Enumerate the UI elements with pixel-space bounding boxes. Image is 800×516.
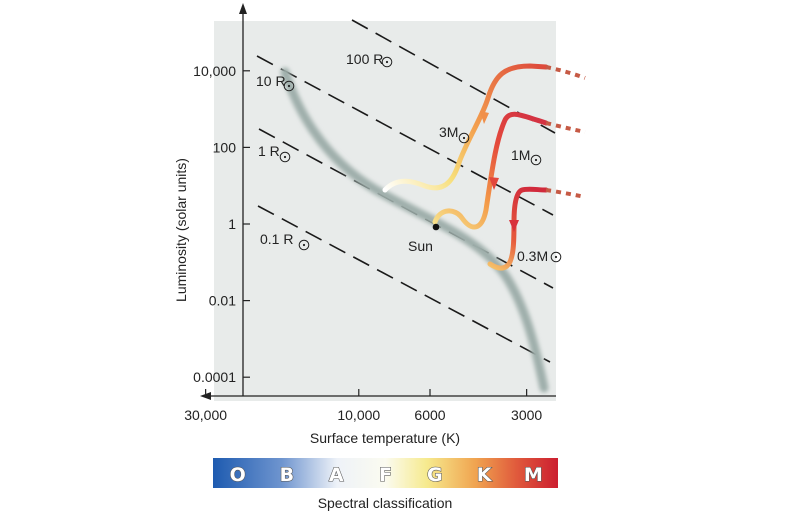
svg-text:1 R: 1 R: [258, 143, 280, 159]
x-tick-label: 10,000: [337, 407, 380, 423]
radius-label-100: 100 R: [346, 51, 393, 68]
spectral-class-o: O: [230, 464, 246, 486]
y-tick-label: 100: [213, 139, 237, 155]
y-tick-label: 10,000: [193, 63, 236, 79]
track-label-1m: 1M: [511, 147, 530, 163]
evolution-track-0-3m: 0.3M: [487, 186, 586, 271]
sun-symbol-icon: [458, 132, 470, 144]
spectral-class-f: F: [379, 464, 392, 486]
svg-text:100 R: 100 R: [346, 51, 383, 67]
spectral-class-m: M: [524, 464, 543, 486]
evolution-track-1m: 1M: [432, 111, 586, 230]
evolution-track-3m: 3M: [382, 63, 586, 193]
y-tick-label: 1: [228, 216, 236, 232]
track-continuation-1m: [545, 121, 586, 134]
track-label-0-3m: 0.3M: [517, 248, 548, 264]
track-continuation-0-3m: [545, 188, 586, 199]
radius-label-10: 10 R: [256, 73, 295, 92]
sun-symbol-icon: [381, 56, 393, 68]
spectral-class-k: K: [477, 464, 493, 486]
plot-area: [214, 21, 556, 401]
spectral-bar: [213, 458, 558, 488]
y-axis-arrow-icon: [239, 3, 247, 14]
track-continuation-3m: [545, 65, 586, 80]
svg-text:10 R: 10 R: [256, 73, 286, 89]
x-tick-label: 6000: [414, 407, 445, 423]
svg-text:0.1 R: 0.1 R: [260, 231, 293, 247]
sun-label: Sun: [408, 238, 433, 254]
radius-line-0-1: [257, 205, 551, 363]
spectral-title: Spectral classification: [318, 495, 453, 511]
radius-line-10: [256, 55, 554, 216]
sun-symbol-icon: [530, 154, 542, 166]
y-ticks: 10,000 100 1 0.01 0.0001: [193, 63, 250, 385]
y-tick-label: 0.01: [209, 293, 236, 309]
radius-label-1: 1 R: [258, 143, 291, 163]
sun-symbol-icon: [283, 80, 295, 92]
y-axis-title: Luminosity (solar units): [173, 158, 189, 302]
track-arrow-icon: [509, 220, 519, 232]
x-tick-label: 3000: [511, 407, 542, 423]
radius-label-0-1: 0.1 R: [260, 231, 310, 251]
sun-marker: [432, 223, 440, 231]
y-tick-label: 0.0001: [193, 369, 236, 385]
x-axis-title: Surface temperature (K): [310, 430, 460, 446]
x-tick-label: 30,000: [184, 407, 227, 423]
track-label-3m: 3M: [439, 124, 458, 140]
sun-symbol-icon: [279, 151, 291, 163]
x-ticks: 30,000 10,000 6000 3000: [184, 389, 542, 423]
track-arrow-icon: [480, 111, 489, 124]
main-sequence-band: [280, 67, 549, 393]
spectral-class-b: B: [280, 464, 294, 486]
spectral-class-a: A: [329, 464, 344, 486]
spectral-class-g: G: [427, 464, 443, 486]
sun-symbol-icon: [550, 251, 562, 263]
track-arrow-icon: [489, 177, 499, 190]
sun-symbol-icon: [298, 239, 310, 251]
